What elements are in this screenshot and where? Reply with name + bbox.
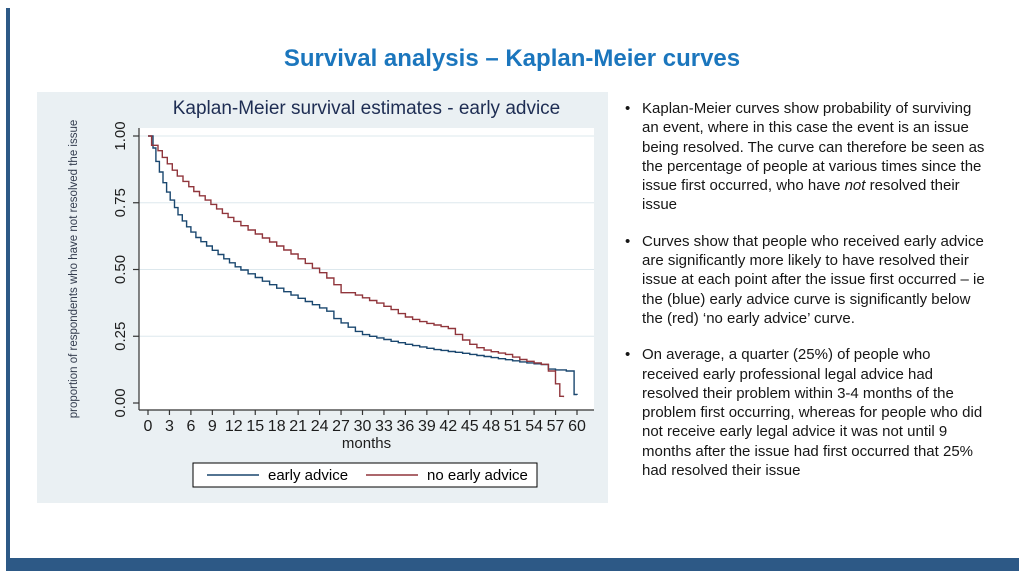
- bullet-text: On average, a quarter (25%) of people wh…: [642, 346, 983, 480]
- y-tick-label: 0.50: [112, 255, 129, 284]
- bullet-text: Curves show that people who received ear…: [642, 232, 985, 327]
- x-tick-label: 54: [525, 418, 543, 435]
- x-tick-label: 21: [289, 418, 307, 435]
- x-tick-label: 45: [461, 418, 479, 435]
- legend-label-early-advice: early advice: [268, 467, 348, 484]
- x-tick-label: 30: [354, 418, 372, 435]
- x-tick-label: 15: [246, 418, 264, 435]
- y-tick-label: 1.00: [112, 121, 129, 150]
- bullet-marker: •: [625, 346, 631, 364]
- y-axis-label: proportion of respondents who have not r…: [68, 120, 80, 419]
- chart-title: Kaplan-Meier survival estimates - early …: [173, 98, 561, 119]
- x-tick-label: 39: [418, 418, 436, 435]
- km-chart-figure: 0.00 0.25 0.50 0.75 1.00 0 3 6 9 12 15 18 21 24 27 30 33…: [37, 92, 608, 503]
- x-tick-label: 60: [568, 418, 586, 435]
- x-tick-label: 57: [547, 418, 565, 435]
- x-tick-label: 42: [439, 418, 457, 435]
- x-tick-label: 18: [268, 418, 286, 435]
- x-axis-label: months: [342, 435, 391, 452]
- accent-bar-left: [6, 8, 10, 571]
- x-tick-label: 51: [504, 418, 522, 435]
- y-tick-label: 0.75: [112, 188, 129, 217]
- y-tick-label: 0.00: [112, 388, 129, 417]
- x-tick-label: 36: [397, 418, 415, 435]
- x-tick-label: 12: [225, 418, 243, 435]
- accent-bar-bottom: [6, 558, 1019, 571]
- x-tick-label: 6: [186, 418, 195, 435]
- bullet-item: • On average, a quarter (25%) of people w…: [622, 345, 990, 480]
- km-curve-no-early-advice: [148, 135, 565, 398]
- bullet-item: • Kaplan-Meier curves show probability of…: [622, 99, 990, 215]
- notes-list: • Kaplan-Meier curves show probability of…: [622, 99, 990, 497]
- km-curve-early-advice: [148, 135, 578, 396]
- x-tick-label: 9: [208, 418, 217, 435]
- km-chart: 0.000.250.500.751.000 3 6 9 12 15 18 21 24 27 30 33…: [37, 92, 608, 503]
- x-tick-label: 3: [165, 418, 174, 435]
- bullet-marker: •: [625, 232, 631, 250]
- y-tick-label: 0.25: [112, 322, 129, 351]
- bullet-text: Kaplan-Meier curves show probability of …: [642, 100, 985, 214]
- x-tick-label: 48: [482, 418, 500, 435]
- bullet-item: • Curves show that people who received ea…: [622, 232, 990, 328]
- legend-label-no-early-advice: no early advice: [427, 467, 528, 484]
- x-tick-label: 27: [332, 418, 350, 435]
- slide-title: Survival analysis – Kaplan-Meier curves: [283, 45, 741, 72]
- x-tick-label: 0: [144, 418, 153, 435]
- x-tick-label: 24: [311, 418, 329, 435]
- bullet-marker: •: [625, 100, 631, 117]
- x-tick-label: 33: [375, 418, 393, 435]
